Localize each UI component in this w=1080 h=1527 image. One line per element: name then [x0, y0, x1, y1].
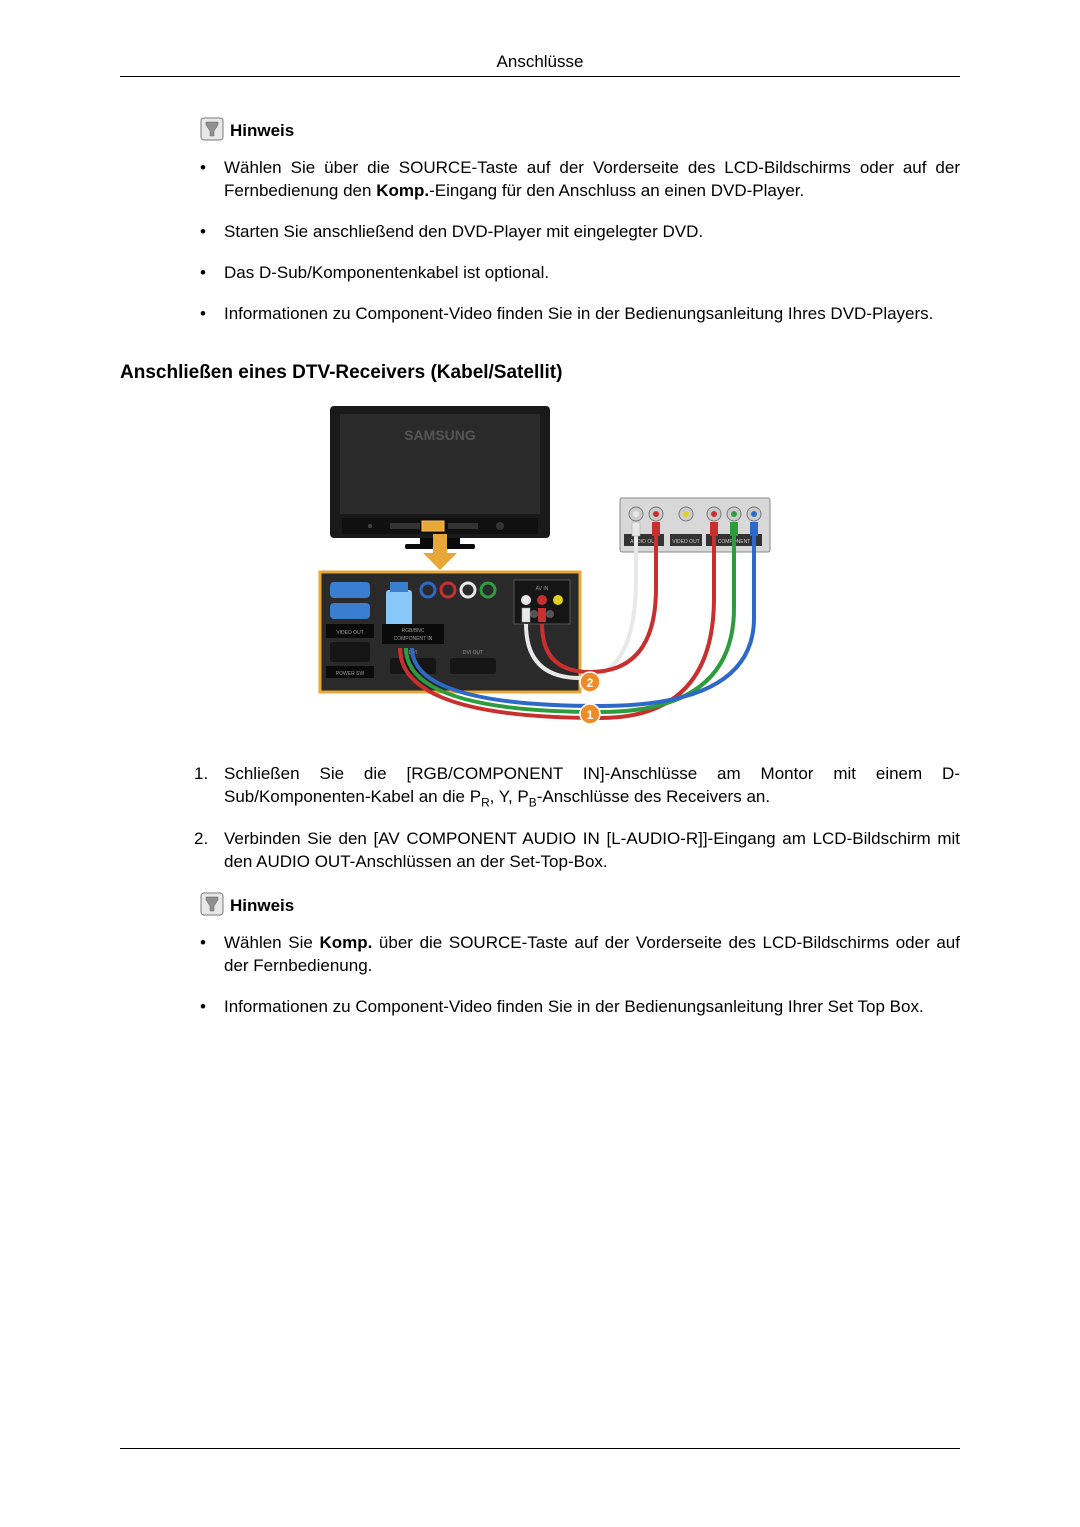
badge-2: 2: [580, 672, 600, 692]
step-number: 1.: [194, 763, 208, 786]
list-item: •Informationen zu Component-Video finden…: [224, 996, 960, 1019]
svg-text:1: 1: [587, 708, 594, 722]
step-text: Verbinden Sie den [AV COMPONENT AUDIO IN…: [224, 829, 960, 871]
bullet-icon: •: [200, 303, 206, 326]
svg-text:POWER SW: POWER SW: [336, 671, 365, 677]
note-header-1: Hinweis: [200, 117, 960, 141]
step-item: 1.Schließen Sie die [RGB/COMPONENT IN]-A…: [224, 763, 960, 810]
bullet-icon: •: [200, 157, 206, 180]
document-page: Anschlüsse Hinweis • Wählen Sie über die …: [0, 0, 1080, 1097]
svg-text:DVI OUT: DVI OUT: [463, 650, 483, 656]
note-block-1: Hinweis • Wählen Sie über die SOURCE-Tast…: [120, 117, 960, 326]
list-text: Wählen Sie über die SOURCE-Taste auf der…: [224, 158, 960, 200]
list-text: Das D-Sub/Komponentenkabel ist optional.: [224, 263, 549, 282]
list-item: •Informationen zu Component-Video finden…: [224, 303, 960, 326]
list-item: •Wählen Sie Komp. über die SOURCE-Taste …: [224, 932, 960, 978]
section-heading: Anschließen eines DTV-Receivers (Kabel/S…: [120, 362, 960, 384]
svg-text:COMPONENT IN: COMPONENT IN: [394, 636, 433, 642]
steps-list: 1. Schließen Sie die [RGB/COMPONENT IN]-A…: [120, 763, 960, 874]
list-text: Starten Sie anschließend den DVD-Player …: [224, 222, 703, 241]
bullet-icon: •: [200, 996, 206, 1019]
list-text: Informationen zu Component-Video finden …: [224, 304, 933, 323]
step-item: 2.Verbinden Sie den [AV COMPONENT AUDIO …: [224, 828, 960, 874]
diagram-svg: SAMSUNG: [300, 398, 780, 728]
bullet-icon: •: [200, 221, 206, 244]
note-block-2: Hinweis • Wählen Sie Komp. über die SOURC…: [120, 892, 960, 1019]
list-text: Informationen zu Component-Video finden …: [224, 997, 924, 1016]
note-icon: [200, 892, 224, 916]
badge-1: 1: [580, 704, 600, 724]
svg-text:SAMSUNG: SAMSUNG: [404, 427, 476, 443]
svg-text:AV IN: AV IN: [536, 586, 549, 592]
list-item: •Starten Sie anschließend den DVD-Player…: [224, 221, 960, 244]
note-label-2: Hinweis: [230, 896, 294, 916]
svg-text:2: 2: [587, 676, 594, 690]
list-item: •Das D-Sub/Komponentenkabel ist optional…: [224, 262, 960, 285]
note-label-1: Hinweis: [230, 121, 294, 141]
bullet-icon: •: [200, 262, 206, 285]
step-number: 2.: [194, 828, 208, 851]
svg-text:VIDEO OUT: VIDEO OUT: [336, 630, 364, 636]
svg-text:RGB/BNC: RGB/BNC: [402, 628, 425, 634]
footer-rule: [120, 1448, 960, 1449]
page-header: Anschlüsse: [120, 52, 960, 77]
note2-list: • Wählen Sie Komp. über die SOURCE-Taste …: [200, 932, 960, 1019]
note1-list: • Wählen Sie über die SOURCE-Taste auf de…: [200, 157, 960, 326]
note-header-2: Hinweis: [200, 892, 960, 916]
list-item: •Wählen Sie über die SOURCE-Taste auf de…: [224, 157, 960, 203]
list-text: Wählen Sie Komp. über die SOURCE-Taste a…: [224, 933, 960, 975]
tv-monitor: SAMSUNG: [330, 406, 550, 549]
step-text: Schließen Sie die [RGB/COMPONENT IN]-Ans…: [224, 764, 960, 806]
receiver-box: AUDIO OUT VIDEO OUT COMPONENT: [620, 498, 770, 552]
svg-text:VIDEO OUT: VIDEO OUT: [672, 539, 700, 545]
bullet-icon: •: [200, 932, 206, 955]
connection-diagram: SAMSUNG: [120, 398, 960, 733]
note-icon: [200, 117, 224, 141]
